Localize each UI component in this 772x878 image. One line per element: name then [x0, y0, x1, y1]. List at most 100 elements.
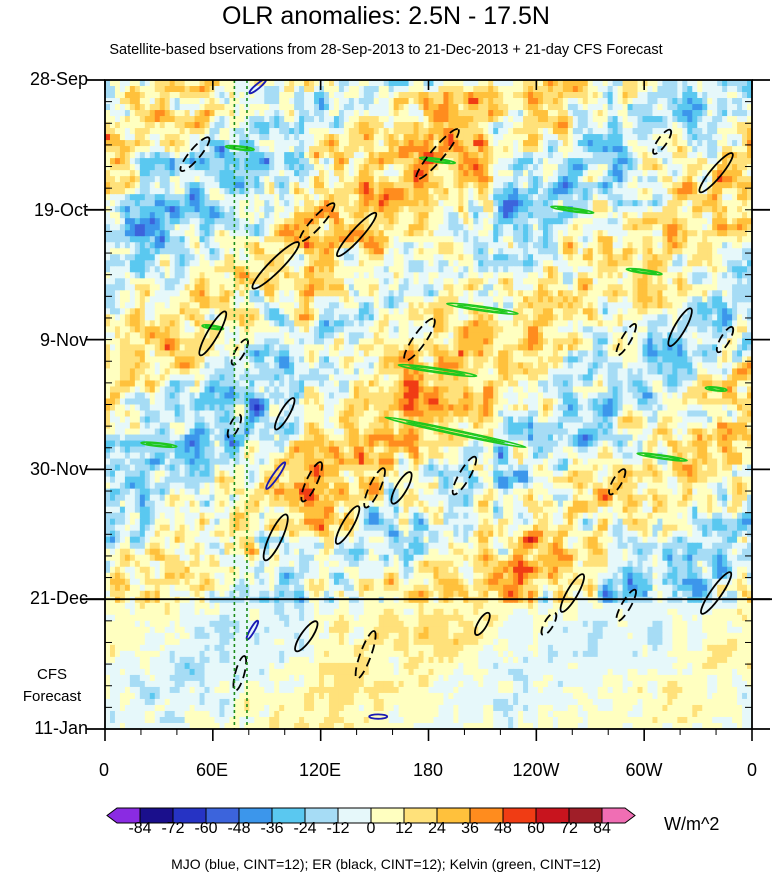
olr-cell	[333, 92, 340, 99]
olr-cell	[274, 260, 280, 267]
olr-cell	[189, 104, 196, 111]
olr-cell	[363, 116, 370, 123]
olr-cell	[662, 134, 668, 141]
olr-cell	[577, 200, 584, 207]
olr-cell	[602, 212, 609, 219]
olr-cell	[358, 116, 365, 123]
olr-cell	[567, 236, 574, 243]
olr-cell	[149, 110, 156, 117]
olr-cell	[299, 218, 305, 225]
olr-cell	[572, 236, 579, 243]
olr-cell	[687, 194, 693, 201]
olr-cell	[647, 206, 654, 213]
olr-cell	[304, 158, 310, 165]
olr-cell	[702, 248, 708, 255]
olr-cell	[139, 170, 146, 177]
olr-cell	[528, 164, 534, 171]
olr-cell	[194, 200, 201, 207]
olr-cell	[667, 236, 673, 243]
olr-cell	[164, 188, 171, 195]
olr-cell	[697, 164, 703, 171]
olr-cell	[314, 140, 320, 147]
olr-cell	[483, 194, 489, 201]
olr-cell	[358, 158, 365, 165]
olr-cell	[264, 212, 270, 219]
olr-cell	[164, 92, 171, 99]
olr-cell	[448, 104, 454, 111]
olr-cell	[478, 194, 484, 201]
olr-cell	[518, 266, 524, 273]
olr-cell	[612, 164, 619, 171]
olr-cell	[284, 308, 290, 315]
olr-cell	[727, 242, 733, 249]
olr-cell	[448, 146, 454, 153]
olr-cell	[159, 140, 166, 147]
olr-cell	[274, 278, 280, 285]
olr-cell	[542, 110, 549, 117]
olr-cell	[627, 128, 634, 135]
olr-cell	[712, 290, 718, 297]
olr-cell	[129, 254, 136, 261]
olr-cell	[552, 296, 559, 303]
olr-cell	[378, 200, 385, 207]
olr-cell	[204, 110, 211, 117]
olr-cell	[582, 104, 589, 111]
olr-cell	[513, 224, 519, 231]
olr-cell	[154, 170, 161, 177]
olr-cell	[662, 260, 668, 267]
olr-cell	[189, 158, 196, 165]
olr-cell	[373, 254, 380, 261]
olr-cell	[119, 188, 126, 195]
olr-cell	[239, 308, 245, 315]
olr-cell	[119, 116, 126, 123]
olr-cell	[597, 92, 604, 99]
olr-cell	[533, 290, 539, 297]
olr-cell	[443, 152, 450, 159]
olr-cell	[159, 230, 166, 237]
olr-cell	[732, 176, 738, 183]
olr-cell	[204, 236, 211, 243]
olr-cell	[114, 278, 121, 285]
olr-cell	[413, 176, 420, 183]
olr-cell	[124, 182, 131, 189]
olr-cell	[109, 116, 116, 123]
olr-cell	[448, 242, 454, 249]
olr-cell	[239, 182, 245, 189]
olr-cell	[637, 146, 644, 153]
olr-cell	[463, 80, 469, 87]
olr-cell	[692, 284, 698, 291]
olr-cell	[453, 302, 459, 309]
olr-cell	[687, 80, 693, 87]
olr-cell	[169, 260, 176, 267]
olr-cell	[567, 92, 574, 99]
olr-cell	[264, 218, 270, 225]
olr-cell	[164, 242, 171, 249]
olr-cell	[607, 212, 614, 219]
olr-cell	[134, 128, 141, 135]
olr-cell	[692, 86, 698, 93]
olr-cell	[458, 212, 464, 219]
olr-cell	[687, 254, 693, 261]
olr-cell	[269, 242, 275, 249]
olr-cell	[234, 164, 240, 171]
olr-cell	[333, 182, 340, 189]
olr-cell	[702, 92, 708, 99]
olr-cell	[309, 206, 315, 213]
olr-cell	[264, 242, 270, 249]
olr-cell	[692, 170, 698, 177]
olr-cell	[478, 284, 484, 291]
olr-cell	[328, 278, 335, 285]
olr-cell	[692, 260, 698, 267]
olr-cell	[662, 176, 668, 183]
olr-cell	[652, 152, 659, 159]
olr-cell	[692, 194, 698, 201]
olr-cell	[463, 290, 469, 297]
olr-cell	[179, 200, 186, 207]
olr-cell	[189, 290, 196, 297]
olr-cell	[473, 236, 479, 243]
olr-cell	[572, 176, 579, 183]
olr-cell	[737, 134, 743, 141]
olr-cell	[647, 302, 654, 309]
olr-cell	[552, 200, 559, 207]
olr-cell	[587, 86, 594, 93]
